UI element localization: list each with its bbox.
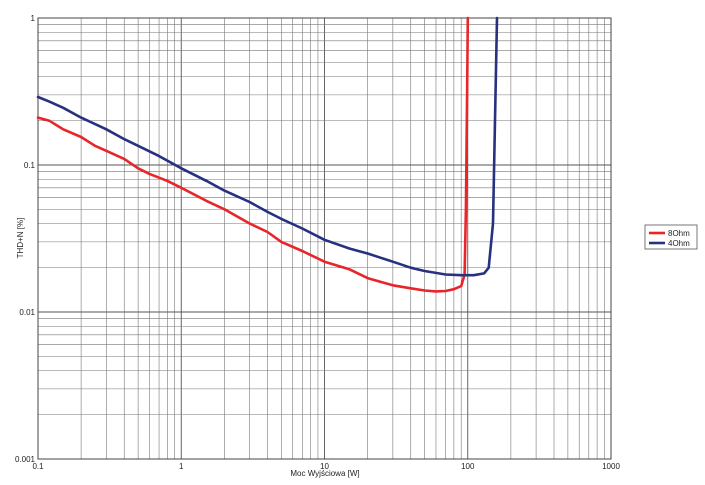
x-tick-labels: 0.1 1 10 100 1000 xyxy=(32,462,620,471)
x-tick-label: 100 xyxy=(461,462,475,471)
x-tick-label: 1 xyxy=(179,462,184,471)
plot-frame xyxy=(37,17,612,460)
legend-box xyxy=(644,224,698,250)
y-tick-labels: 1 0.1 0.01 0.001 xyxy=(15,14,36,464)
grid xyxy=(38,18,611,459)
series-line-8ohm xyxy=(36,16,470,293)
x-axis-label: Moc Wyjściowa [W] xyxy=(290,469,359,478)
y-tick-label: 0.1 xyxy=(24,161,36,170)
y-axis-label: THD+N [%] xyxy=(16,218,25,259)
x-tick-label: 10 xyxy=(320,462,329,471)
series-line-4ohm xyxy=(36,16,499,277)
y-tick-label: 1 xyxy=(31,14,36,23)
x-tick-label: 0.1 xyxy=(32,462,44,471)
legend-label: 8Ohm xyxy=(668,229,690,238)
series-layer xyxy=(36,16,499,293)
y-tick-label: 0.001 xyxy=(15,455,36,464)
legend-label: 4Ohm xyxy=(668,239,690,248)
x-tick-label: 1000 xyxy=(602,462,620,471)
y-tick-label: 0.01 xyxy=(19,308,35,317)
